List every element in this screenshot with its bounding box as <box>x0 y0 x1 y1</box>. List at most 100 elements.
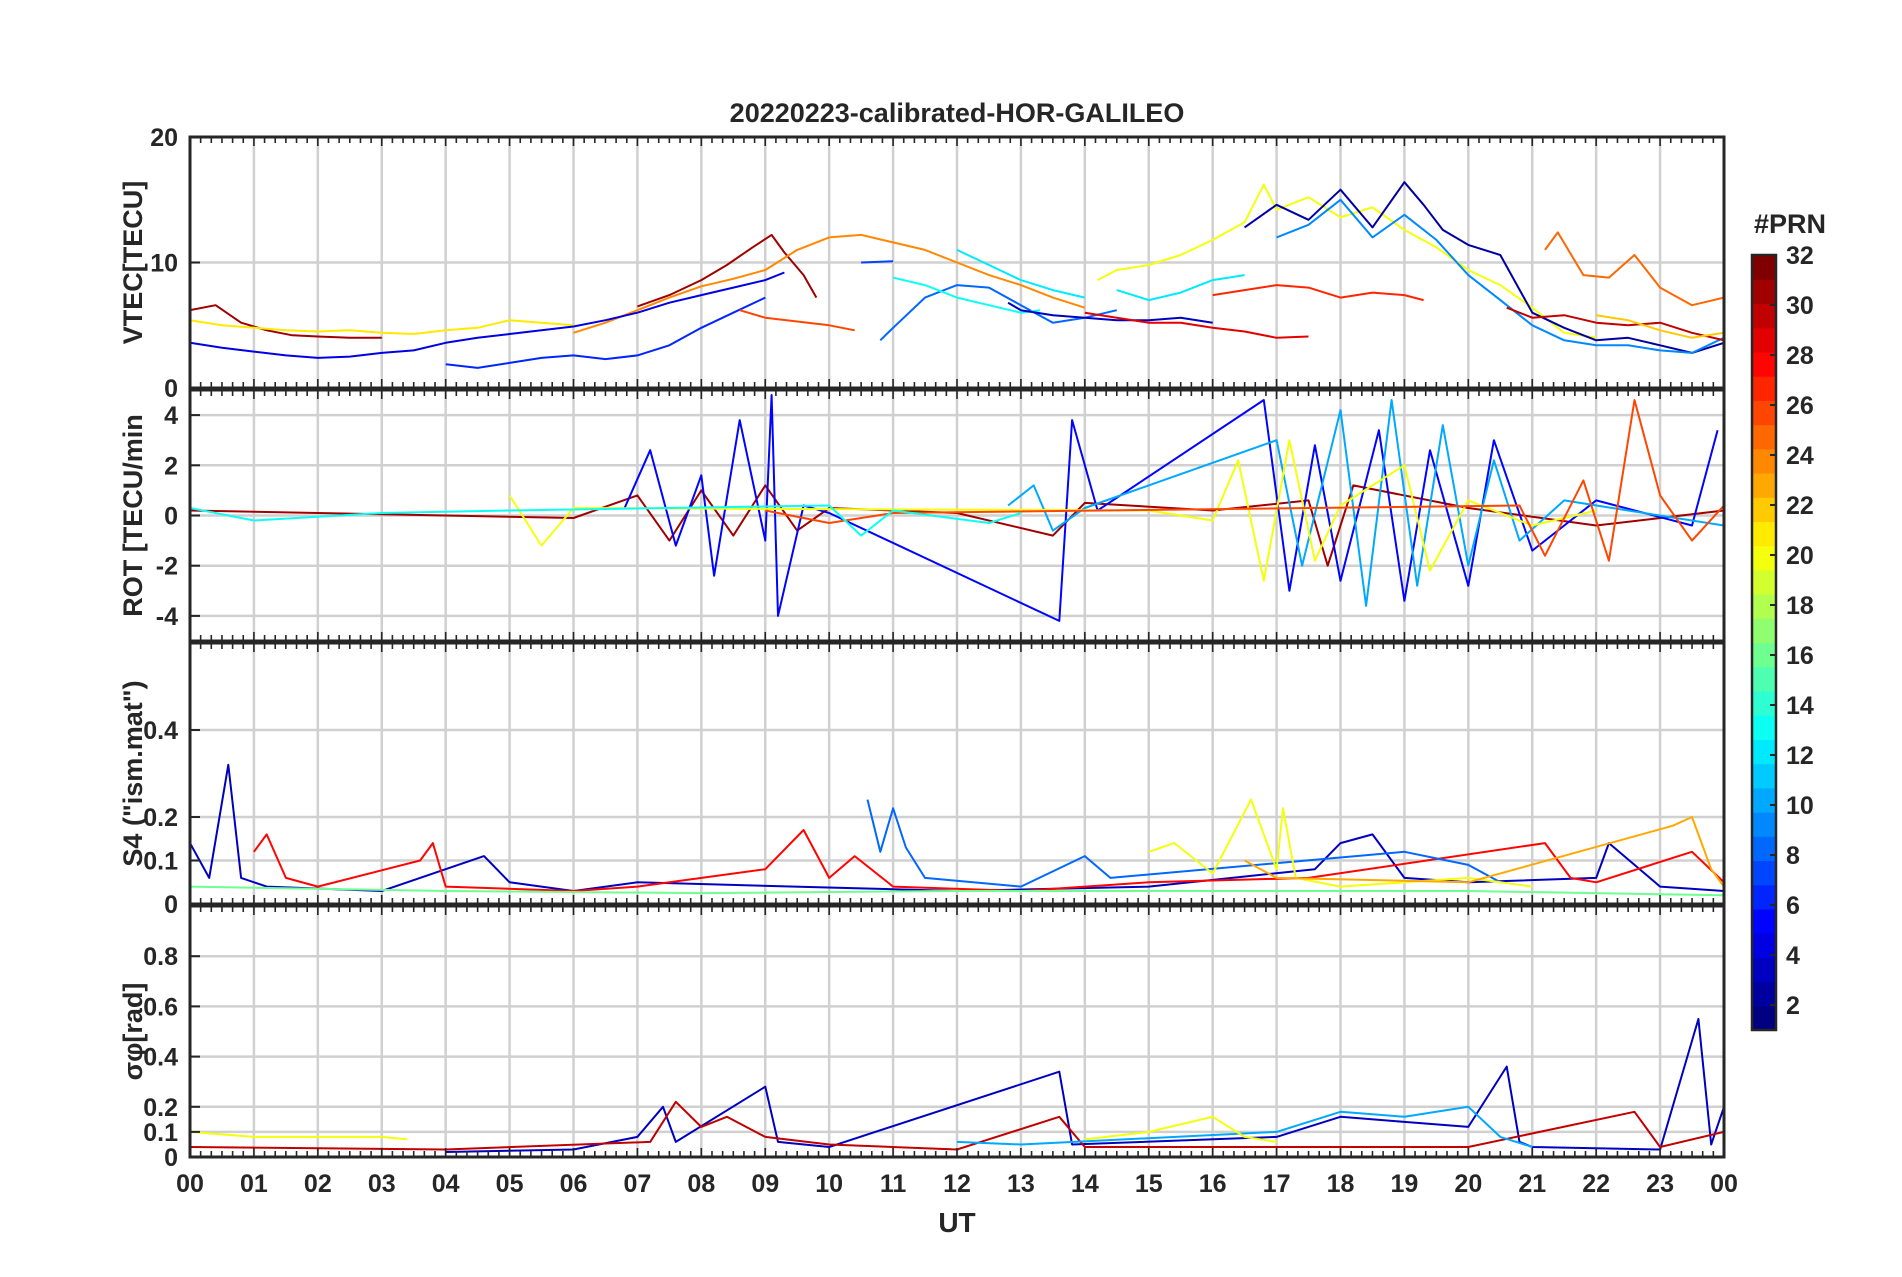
colorbar-segment <box>1752 545 1776 571</box>
y-tick-label: 0.2 <box>143 804 178 832</box>
panel-frame <box>188 641 1726 906</box>
series-line-prn-4 <box>190 271 785 359</box>
colorbar-tick-label: 22 <box>1786 492 1814 520</box>
x-tick-label: 18 <box>1327 1170 1355 1198</box>
panel-3: 0 0.1 0.2 0.4S4 ("ism.mat") <box>118 641 1726 919</box>
x-tick-label: 01 <box>240 1170 268 1198</box>
colorbar-tick-label: 32 <box>1786 242 1814 270</box>
y-tick-label: 20 <box>150 124 178 152</box>
y-tick-label: 10 <box>150 250 178 278</box>
series-line-prn-3 <box>1007 301 1213 324</box>
colorbar-tick-label: 6 <box>1786 892 1800 920</box>
series-group <box>190 394 1724 622</box>
series-line-prn-28 <box>253 829 1724 892</box>
series-line-prn-21 <box>190 319 574 335</box>
x-tick-label: 15 <box>1135 1170 1163 1198</box>
series-line-prn-20 <box>190 1130 408 1141</box>
colorbar-tick-label: 4 <box>1786 942 1800 970</box>
colorbar-segment <box>1752 327 1776 353</box>
y-tick-label: 0.1 <box>143 1119 178 1147</box>
series-line-prn-12 <box>1116 274 1245 302</box>
series-line-prn-24 <box>573 233 1086 334</box>
series-line-prn-10 <box>1007 399 1724 607</box>
series-line-prn-13 <box>892 276 1041 314</box>
series-line-prn-9 <box>1276 198 1724 354</box>
y-axis-label: σφ[rad] <box>118 983 148 1081</box>
panel-frame <box>188 904 1726 1159</box>
series-line-prn-26 <box>765 399 1724 562</box>
x-tick-label: 03 <box>368 1170 396 1198</box>
y-tick-label: 0 <box>164 891 178 919</box>
colorbar-segment <box>1752 472 1776 498</box>
x-axis-label: UT <box>938 1207 975 1238</box>
y-tick-label: 0 <box>164 503 178 531</box>
colorbar-tick-label: 28 <box>1786 342 1814 370</box>
colorbar-segment <box>1752 812 1776 837</box>
series-line-prn-12 <box>956 248 1086 299</box>
series-line-prn-3 <box>445 1018 1724 1153</box>
x-tick-label: 00 <box>1710 1170 1738 1198</box>
x-tick-label: 04 <box>432 1170 460 1198</box>
colorbar-segment <box>1752 908 1776 934</box>
colorbar-tick-label: 24 <box>1786 442 1814 470</box>
colorbar-tick-label: 18 <box>1786 592 1814 620</box>
colorbar-segment <box>1752 255 1776 280</box>
series-group <box>190 763 1724 897</box>
x-tick-label: 17 <box>1263 1170 1291 1198</box>
y-tick-label: -2 <box>156 553 178 581</box>
y-tick-label: 0 <box>164 1144 178 1172</box>
series-line-prn-25 <box>1544 231 1724 307</box>
colorbar-tick-label: 30 <box>1786 292 1814 320</box>
series-line-prn-20 <box>508 439 1597 582</box>
series-line-prn-31 <box>190 304 382 339</box>
series-line-prn-13 <box>190 504 1022 537</box>
panel-2: -4 -2 0 2 4 ROT [TECU/min <box>118 388 1726 643</box>
y-tick-label: 0.4 <box>143 1044 178 1072</box>
colorbar-segment <box>1752 715 1776 740</box>
colorbar-segment <box>1752 1005 1776 1031</box>
colorbar-segment <box>1752 424 1776 450</box>
series-line-prn-26 <box>739 309 855 332</box>
colorbar-tick-label: 8 <box>1786 842 1800 870</box>
x-tick-label: 02 <box>304 1170 332 1198</box>
x-tick-label: 08 <box>687 1170 715 1198</box>
panel-4: 00.10.2 0.4 0.6 0.8 σφ[rad] <box>118 904 1726 1172</box>
colorbar-segment <box>1752 279 1776 305</box>
colorbar-segment <box>1752 981 1776 1007</box>
x-tick-label: 05 <box>496 1170 524 1198</box>
series-line-prn-20 <box>1097 183 1597 339</box>
series-line-prn-2 <box>1244 181 1724 354</box>
y-tick-label: -4 <box>156 603 178 631</box>
series-line-prn-20 <box>1148 798 1533 888</box>
colorbar-segment <box>1752 376 1776 401</box>
series-line-prn-30 <box>190 1100 1724 1151</box>
x-tick-label: 11 <box>880 1170 907 1198</box>
colorbar-segment <box>1752 690 1776 716</box>
y-tick-label: 4 <box>164 402 178 430</box>
y-tick-label: 0 <box>164 375 178 403</box>
series-line-prn-31 <box>190 484 1724 567</box>
colorbar-segment <box>1752 594 1776 619</box>
panel-1: 0 10 20 VTEC[TECU] <box>118 124 1726 403</box>
colorbar-segment <box>1752 957 1776 983</box>
series-line-prn-22 <box>1596 314 1724 339</box>
colorbar-tick-label: 14 <box>1786 692 1814 720</box>
colorbar-tick-label: 10 <box>1786 792 1814 820</box>
y-tick-label: 0.4 <box>143 717 178 745</box>
series-line-prn-16 <box>190 885 1724 897</box>
y-tick-label: 2 <box>164 452 178 480</box>
colorbar-segment <box>1752 836 1776 862</box>
series-line-prn-10 <box>956 1105 1533 1148</box>
series-line-prn-20 <box>1084 1115 1277 1143</box>
colorbar-segment <box>1752 739 1776 765</box>
colorbar-segment <box>1752 763 1776 789</box>
series-line-prn-6 <box>445 296 766 369</box>
colorbar-segment <box>1752 666 1776 692</box>
colorbar-segment <box>1752 933 1776 958</box>
x-tick-label: 13 <box>1007 1170 1035 1198</box>
x-tick-label: 19 <box>1391 1170 1419 1198</box>
series-line-prn-23 <box>1244 816 1724 888</box>
colorbar-segment <box>1752 618 1776 644</box>
